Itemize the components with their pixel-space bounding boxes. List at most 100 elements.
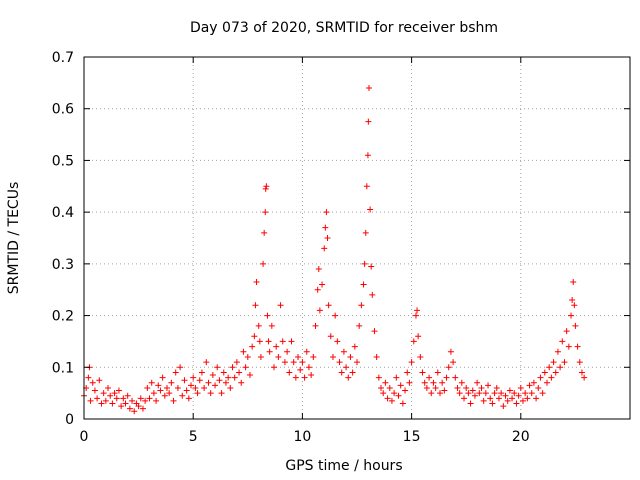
- data-point: [225, 374, 232, 381]
- y-axis-label: SRMTID / TECUs: [6, 182, 22, 295]
- data-point: [201, 384, 208, 391]
- data-point: [261, 229, 268, 236]
- data-point: [275, 353, 282, 360]
- data-point: [126, 405, 133, 412]
- data-point: [120, 395, 127, 402]
- data-point: [268, 322, 275, 329]
- data-point: [506, 387, 513, 394]
- data-point: [308, 372, 315, 379]
- data-point: [395, 392, 402, 399]
- data-point: [281, 359, 288, 366]
- data-point: [563, 328, 570, 335]
- data-point: [292, 374, 299, 381]
- data-point: [458, 379, 465, 386]
- data-point: [373, 353, 380, 360]
- data-point: [98, 400, 105, 407]
- data-point: [454, 384, 461, 391]
- data-point: [351, 343, 358, 350]
- data-point: [524, 395, 531, 402]
- data-point: [240, 348, 247, 355]
- data-point: [251, 333, 258, 340]
- data-point: [399, 400, 406, 407]
- data-point: [461, 395, 468, 402]
- data-point: [105, 384, 112, 391]
- data-point: [216, 377, 223, 384]
- data-point: [170, 397, 177, 404]
- data-point: [209, 372, 216, 379]
- data-point: [157, 387, 164, 394]
- y-tick-label: 0.4: [52, 205, 74, 221]
- data-point: [471, 392, 478, 399]
- data-point: [412, 312, 419, 319]
- data-point: [568, 312, 575, 319]
- y-tick-label: 0.2: [52, 309, 74, 325]
- data-point: [476, 390, 483, 397]
- data-point: [212, 382, 219, 389]
- data-point: [367, 206, 374, 213]
- data-point: [572, 322, 579, 329]
- data-point: [297, 366, 304, 373]
- data-point: [273, 343, 280, 350]
- x-tick-label: 10: [293, 429, 311, 445]
- data-point: [295, 353, 302, 360]
- data-point: [581, 374, 588, 381]
- data-point: [441, 387, 448, 394]
- data-point: [406, 379, 413, 386]
- data-point: [153, 397, 160, 404]
- data-point: [447, 348, 454, 355]
- data-point: [163, 384, 170, 391]
- data-point: [495, 395, 502, 402]
- data-point: [100, 390, 107, 397]
- data-point: [509, 395, 516, 402]
- data-point: [340, 348, 347, 355]
- data-point: [257, 353, 264, 360]
- data-point: [305, 364, 312, 371]
- data-point: [380, 390, 387, 397]
- data-point: [548, 374, 555, 381]
- data-point: [220, 369, 227, 376]
- data-point: [207, 390, 214, 397]
- data-point: [198, 369, 205, 376]
- data-point: [87, 397, 94, 404]
- y-tick-label: 0: [65, 412, 74, 428]
- data-point: [188, 382, 195, 389]
- data-point: [358, 302, 365, 309]
- data-point: [349, 369, 356, 376]
- data-point: [325, 302, 332, 309]
- data-point: [544, 379, 551, 386]
- data-point: [511, 390, 518, 397]
- data-point: [137, 395, 144, 402]
- data-point: [265, 338, 272, 345]
- data-point: [489, 400, 496, 407]
- data-point: [231, 374, 238, 381]
- data-point: [252, 302, 259, 309]
- data-point: [190, 374, 197, 381]
- data-point: [249, 343, 256, 350]
- data-point: [393, 374, 400, 381]
- chart-title: Day 073 of 2020, SRMTID for receiver bsh…: [190, 20, 498, 36]
- data-point: [177, 364, 184, 371]
- data-point: [414, 307, 421, 314]
- data-point: [539, 390, 546, 397]
- data-point: [443, 374, 450, 381]
- data-point: [535, 384, 542, 391]
- data-point: [181, 377, 188, 384]
- data-point: [550, 359, 557, 366]
- data-point: [264, 312, 271, 319]
- data-point: [290, 359, 297, 366]
- y-tick-label: 0.3: [52, 257, 74, 273]
- data-point: [315, 266, 322, 273]
- data-point: [284, 348, 291, 355]
- data-point: [363, 183, 370, 190]
- data-point: [301, 374, 308, 381]
- y-tick-label: 0.1: [52, 360, 74, 376]
- data-point: [222, 379, 229, 386]
- data-point: [185, 395, 192, 402]
- data-point: [465, 390, 472, 397]
- data-point: [277, 302, 284, 309]
- data-point: [91, 387, 98, 394]
- data-point: [312, 322, 319, 329]
- data-point: [485, 382, 492, 389]
- data-point: [266, 348, 273, 355]
- data-point: [571, 302, 578, 309]
